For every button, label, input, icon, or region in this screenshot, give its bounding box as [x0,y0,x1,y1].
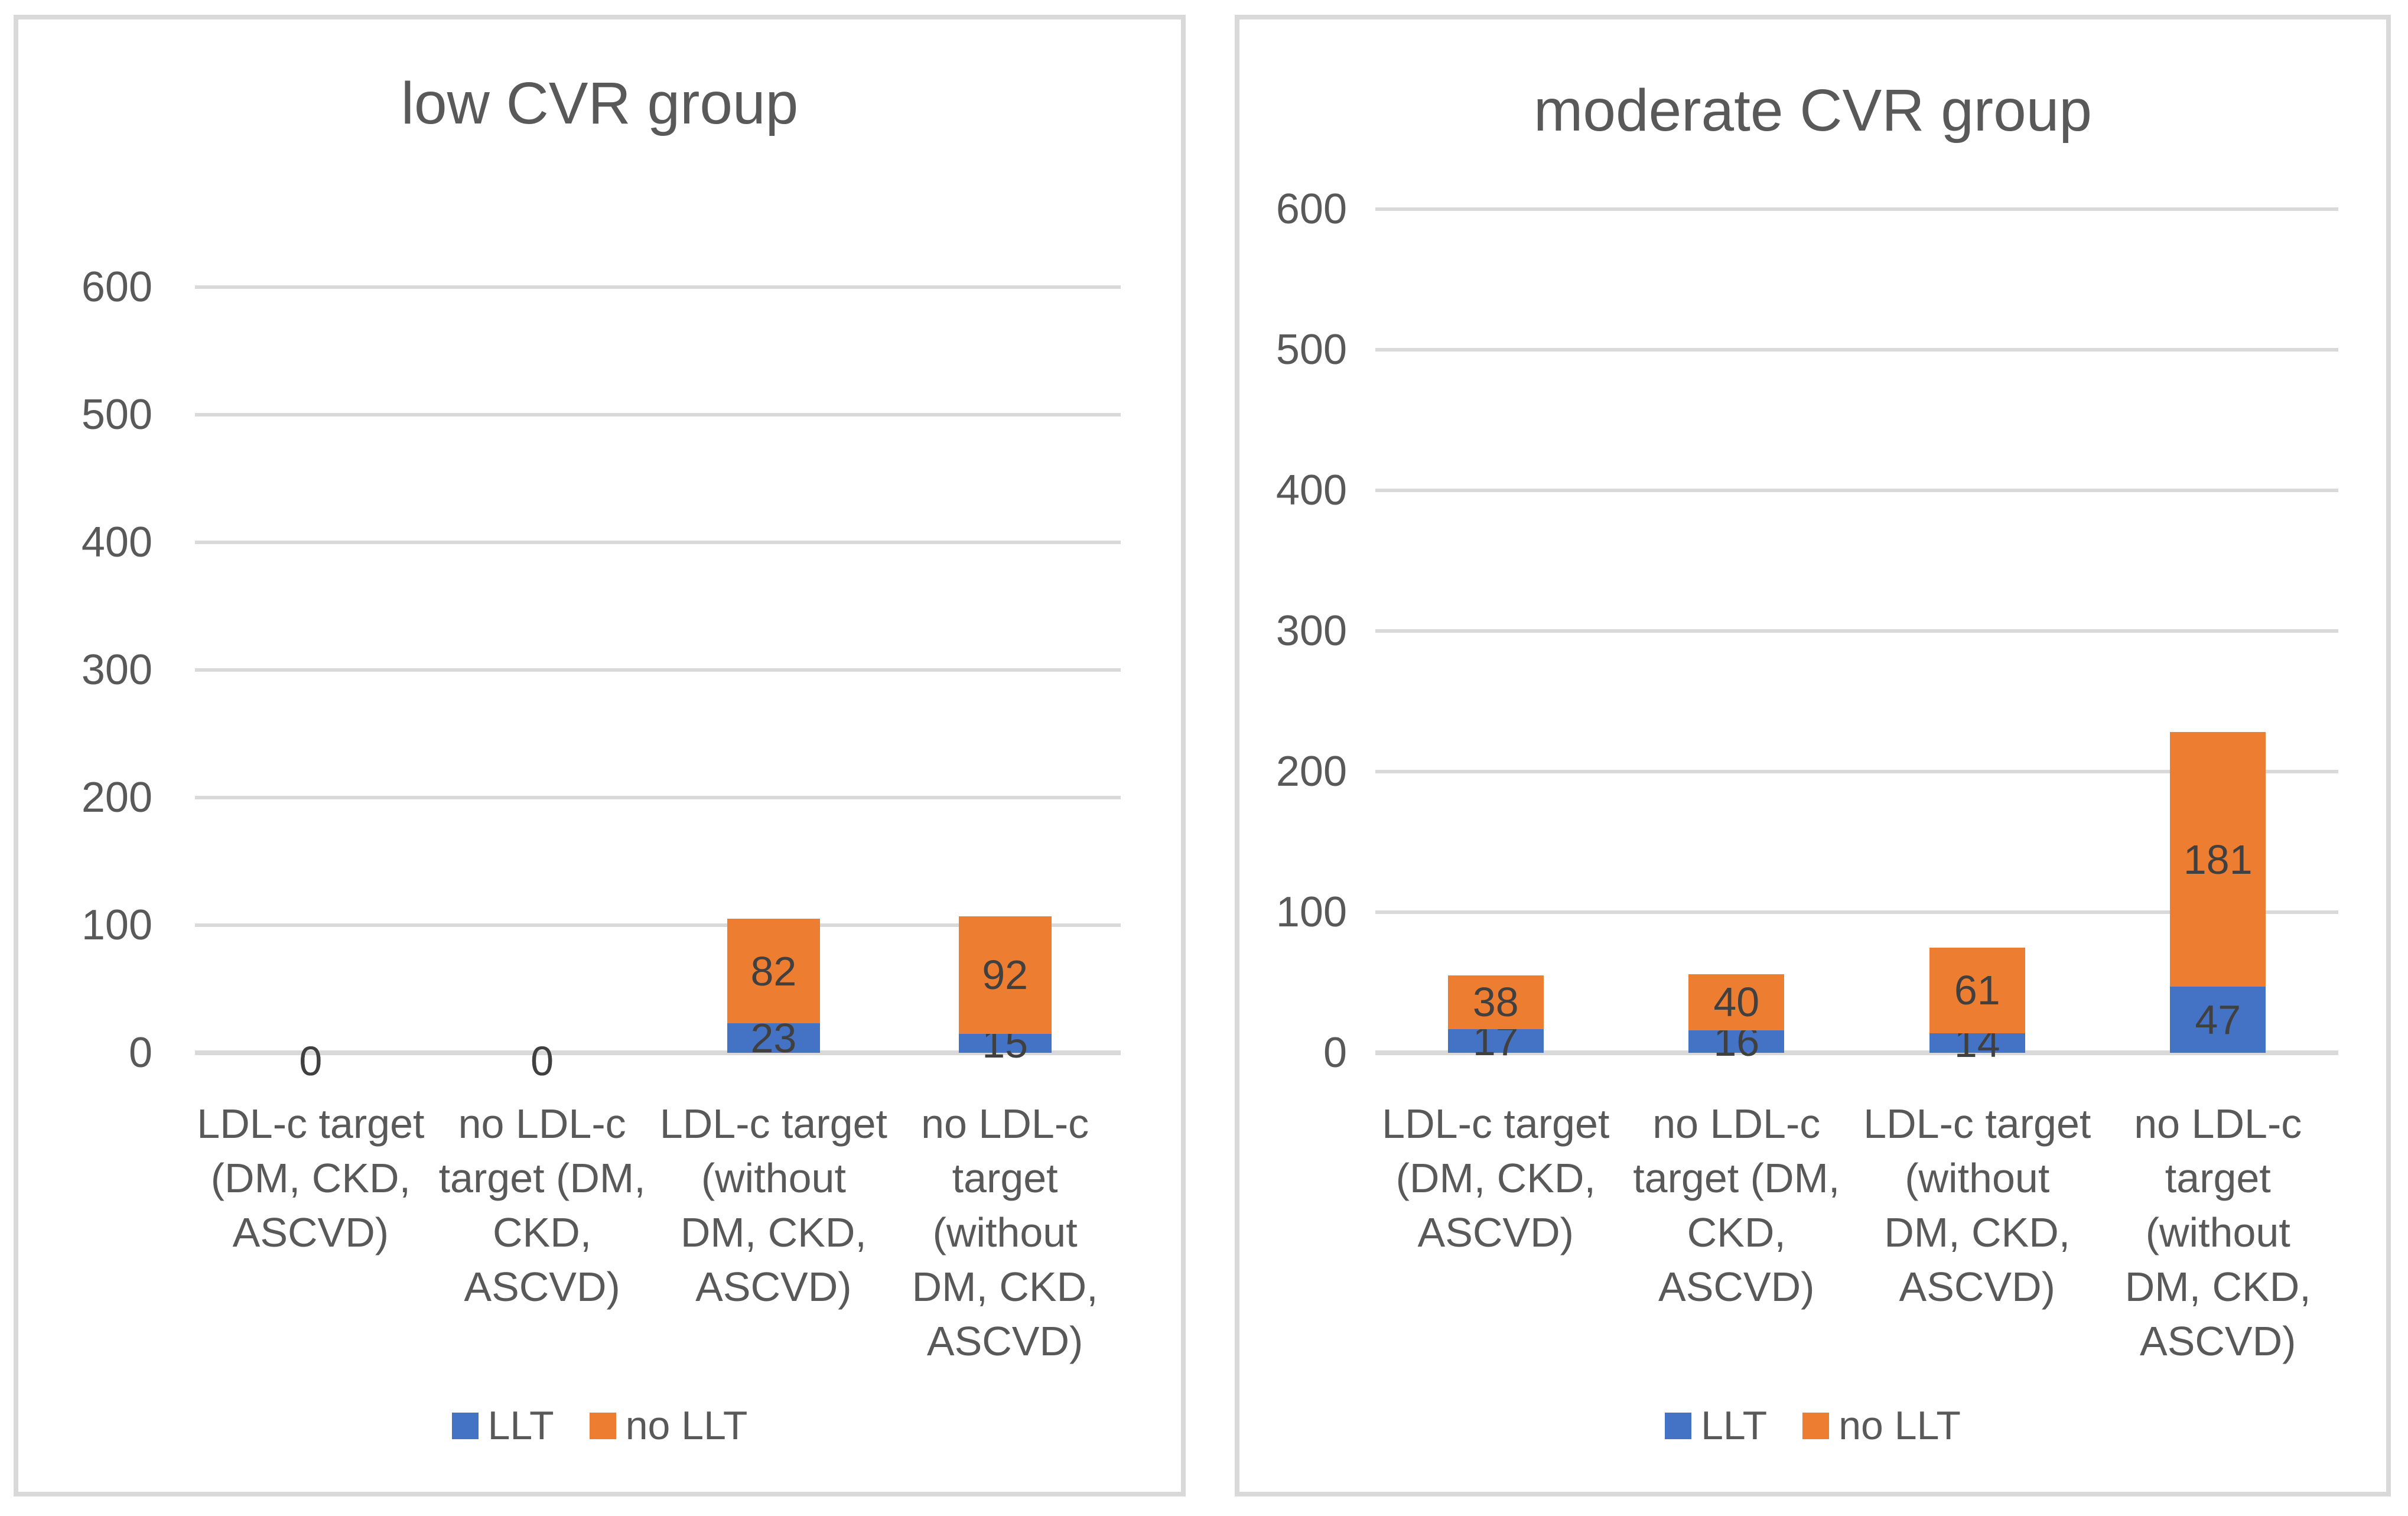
bar-segment-llt [2170,987,2266,1053]
y-axis-tick-label: 500 [81,391,152,438]
y-axis-tick-label: 300 [81,646,152,694]
no-llt-legend-label: no LLT [625,1403,748,1448]
y-axis-tick-label: 600 [81,263,152,311]
data-label: 0 [531,1038,554,1084]
gridline-y400 [195,541,1121,544]
chart-title: low CVR group [401,70,799,136]
plot-area: 0 100 200 300 400 500 600 0 0 LDL-c target (DM, C… [14,15,1186,1497]
gridline-y0 [1375,1050,2338,1055]
category-label: LDL-c target (DM, CKD, ASCVD) [1382,1101,1610,1255]
bar-segment-llt [958,1033,1052,1053]
gridline-y200 [1375,770,2338,773]
category-label: LDL-c target (without DM, CKD, ASCVD) [1863,1101,2091,1310]
bar-segment-llt [1447,1029,1544,1053]
gridline-y100 [1375,910,2338,914]
data-label: 47 [2195,997,2241,1043]
bar-segment-no-llt [1929,947,2025,1033]
y-axis-tick-label: 200 [81,774,152,821]
bar-segment-llt [1929,1033,2025,1053]
chart-legend: LLT no LLT [14,1403,1186,1448]
legend-item-llt: LLT [1665,1403,1767,1449]
y-axis-tick-label: 100 [1275,889,1347,936]
no-llt-legend-swatch [589,1412,616,1439]
category-label: LDL-c target (DM, CKD, ASCVD) [197,1101,425,1255]
y-axis-tick-label: 600 [1275,186,1347,233]
low-cvr-chart-panel: low CVR group 0 100 200 300 400 500 600 0 0 LDL-c… [14,15,1186,1497]
bar-segment-llt [727,1023,820,1053]
gridline-y300 [1375,629,2338,633]
y-axis-tick-label: 200 [1275,748,1347,795]
data-label: 40 [1713,979,1760,1026]
llt-legend-label: LLT [487,1403,554,1448]
llt-legend-swatch [451,1412,479,1439]
data-label: 92 [982,952,1029,998]
llt-legend-swatch [1665,1412,1692,1439]
bar-segment-no-llt [1688,974,1785,1030]
data-label: 181 [2183,836,2253,883]
bar-segment-no-llt [2170,732,2266,987]
legend-item-llt: LLT [451,1403,554,1449]
gridline-y500 [195,413,1121,417]
data-label: 0 [531,1038,554,1084]
bar-segment-no-llt [958,916,1052,1034]
gridline-y0 [195,1050,1121,1055]
y-axis-tick-label: 300 [1275,607,1347,655]
gridline-y500 [1375,348,2338,352]
y-axis-tick-label: 400 [1275,467,1347,514]
gridline-y600 [195,285,1121,289]
no-llt-legend-label: no LLT [1838,1403,1961,1448]
legend-item-no-llt: no LLT [1802,1403,1961,1449]
data-label: 38 [1472,979,1519,1026]
plot-area: 0 100 200 300 400 500 600 17 38 LDL-c target (DM,… [1235,15,2391,1497]
y-axis-tick-label: 0 [1323,1029,1347,1076]
gridline-y300 [195,668,1121,672]
category-label: no LDL-c target (without DM, CKD, ASCVD) [912,1101,1098,1364]
llt-legend-label: LLT [1701,1403,1768,1448]
category-label: no LDL-c target (without DM, CKD, ASCVD) [2124,1101,2311,1364]
gridline-y400 [1375,489,2338,492]
data-label: 82 [750,948,797,994]
bar-segment-llt [1688,1030,1785,1053]
moderate-cvr-chart-panel: moderate CVR group 0 100 200 300 400 500 600 17… [1235,15,2391,1497]
y-axis-tick-label: 500 [1275,326,1347,373]
no-llt-legend-swatch [1802,1412,1830,1439]
category-label: LDL-c target (without DM, CKD, ASCVD) [659,1101,887,1310]
data-label: 0 [299,1038,323,1084]
legend-item-no-llt: no LLT [589,1403,748,1449]
chart-title: moderate CVR group [1534,77,2092,144]
category-label: no LDL-c target (DM, CKD, ASCVD) [438,1101,646,1310]
bar-segment-no-llt [1447,975,1544,1029]
gridline-y100 [195,923,1121,927]
chart-legend: LLT no LLT [1235,1403,2391,1448]
bar-segment-no-llt [727,919,820,1024]
gridline-y600 [1375,207,2338,211]
y-axis-tick-label: 400 [81,519,152,566]
y-axis-tick-label: 100 [81,902,152,949]
gridline-y200 [195,796,1121,799]
data-label: 61 [1954,967,2000,1014]
category-label: no LDL-c target (DM, CKD, ASCVD) [1633,1101,1840,1310]
y-axis-tick-label: 0 [128,1029,152,1076]
data-label: 0 [299,1038,323,1084]
